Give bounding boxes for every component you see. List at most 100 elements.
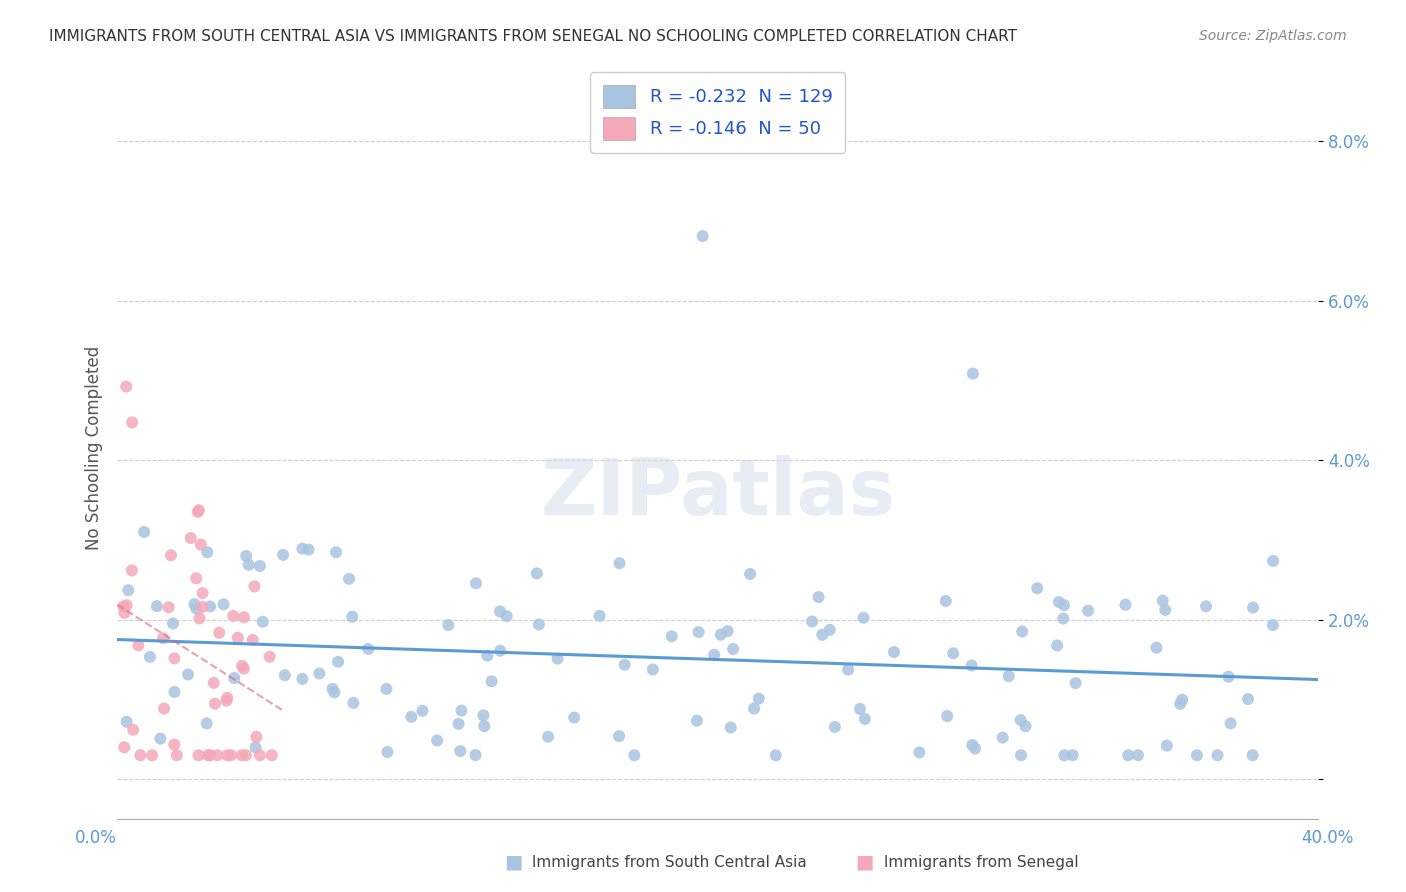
Point [965,741,987,756]
Point [357,642,380,657]
Point [217,748,239,763]
Point [547,651,569,665]
Point [139,649,162,664]
Point [1064,676,1087,690]
Point [207,748,229,763]
Point [252,615,274,629]
Point [942,646,965,660]
Point [935,594,957,608]
Point [960,658,983,673]
Point [703,648,725,662]
Point [1047,595,1070,609]
Point [291,541,314,556]
Point [661,629,683,643]
Point [129,748,152,763]
Point [447,716,470,731]
Point [801,615,824,629]
Point [692,229,714,244]
Point [962,367,984,381]
Point [401,710,423,724]
Point [464,748,486,763]
Point [1010,748,1032,763]
Point [1114,598,1136,612]
Point [721,642,744,657]
Point [1237,692,1260,706]
Point [245,730,267,744]
Text: 0.0%: 0.0% [75,829,117,847]
Point [1263,554,1285,568]
Point [122,723,145,737]
Point [297,542,319,557]
Point [740,566,762,581]
Point [191,586,214,600]
Point [481,674,503,689]
Point [112,740,135,755]
Point [472,719,495,733]
Point [231,658,253,673]
Point [231,748,253,763]
Point [114,606,136,620]
Point [322,681,344,696]
Point [187,505,209,519]
Point [991,731,1014,745]
Point [152,632,174,646]
Point [641,663,664,677]
Point [437,618,460,632]
Point [765,748,787,763]
Point [849,702,872,716]
Point [375,681,398,696]
Point [149,731,172,746]
Point [162,616,184,631]
Point [623,748,645,763]
Point [1144,640,1167,655]
Point [242,632,264,647]
Point [1077,604,1099,618]
Point [238,558,260,572]
Point [1052,611,1074,625]
Point [291,672,314,686]
Point [222,608,245,623]
Point [1053,748,1076,763]
Point [607,729,630,743]
Point [1168,697,1191,711]
Point [208,625,231,640]
Point [489,644,512,658]
Point [177,667,200,681]
Text: ■: ■ [503,852,523,871]
Point [226,631,249,645]
Point [807,590,830,604]
Point [1154,603,1177,617]
Point [187,748,209,763]
Point [1014,719,1036,733]
Point [153,701,176,715]
Point [166,748,188,763]
Point [204,697,226,711]
Point [537,730,560,744]
Point [198,599,221,614]
Point [180,531,202,545]
Point [235,748,257,763]
Point [235,549,257,563]
Point [342,609,364,624]
Point [1171,693,1194,707]
Point [186,571,208,585]
Point [115,379,138,393]
Point [1241,748,1264,763]
Point [1116,748,1139,763]
Point [191,599,214,614]
Y-axis label: No Schooling Completed: No Schooling Completed [86,346,103,550]
Point [1241,600,1264,615]
Point [936,709,959,723]
Point [495,609,517,624]
Point [465,576,488,591]
Point [249,559,271,574]
Point [818,623,841,637]
Point [323,685,346,699]
Point [160,549,183,563]
Point [811,628,834,642]
Point [197,748,219,763]
Point [997,669,1019,683]
Point [562,710,585,724]
Point [243,579,266,593]
Point [1062,748,1084,763]
